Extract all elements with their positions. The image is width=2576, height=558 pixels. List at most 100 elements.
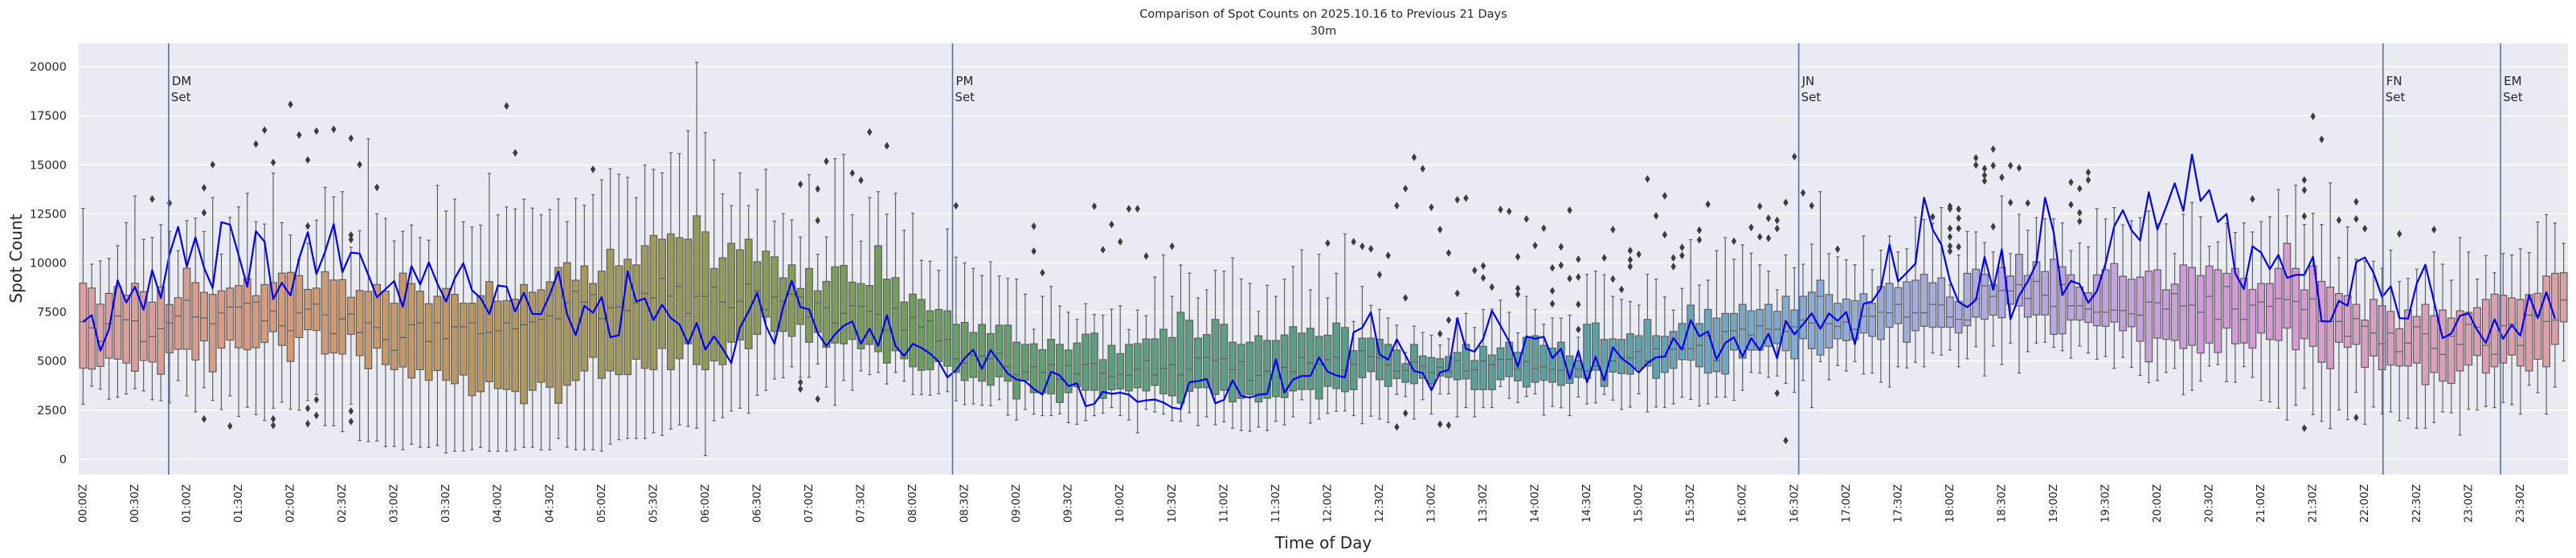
outlier-marker (1515, 253, 1521, 261)
box (1937, 206, 1946, 356)
box-iqr (1911, 279, 1920, 332)
outlier-marker (1454, 196, 1460, 204)
box-iqr (1185, 320, 1194, 392)
y-tick-label: 10000 (30, 258, 67, 271)
x-tick-label: 00:00Z (76, 484, 89, 523)
box (1384, 317, 1392, 423)
box-iqr (597, 271, 606, 379)
outlier-marker (2077, 185, 2083, 193)
box-iqr (2041, 271, 2050, 316)
outlier-marker (2362, 224, 2368, 233)
outlier-marker (1981, 165, 1988, 173)
outlier-marker (1947, 224, 1953, 233)
box (1185, 272, 1194, 413)
box-iqr (580, 265, 589, 372)
box (1202, 289, 1211, 417)
box (1082, 303, 1090, 422)
box (1462, 312, 1470, 409)
box-iqr (1340, 327, 1349, 393)
box (1548, 317, 1556, 407)
outlier-marker (1480, 262, 1486, 270)
box (139, 238, 148, 392)
outlier-marker (867, 128, 873, 136)
outlier-marker (2007, 198, 2014, 207)
x-tick-label: 12:00Z (1321, 484, 1334, 523)
box-iqr (2533, 292, 2542, 360)
outlier-marker (1394, 202, 1400, 210)
box-iqr (79, 283, 88, 369)
box-iqr (157, 286, 166, 375)
x-tick-label: 09:30Z (1062, 484, 1075, 523)
box (373, 213, 382, 442)
box (1756, 264, 1764, 374)
box (2439, 263, 2447, 413)
outlier-marker (1437, 420, 1443, 429)
box (269, 172, 277, 409)
box-iqr (546, 281, 554, 389)
box-iqr (1617, 339, 1626, 374)
box (1167, 295, 1176, 422)
x-tick-label: 08:30Z (959, 484, 971, 523)
box-iqr (2023, 275, 2032, 318)
box (1159, 254, 1167, 415)
x-tick-label: 15:00Z (1633, 484, 1646, 523)
outlier-marker (149, 195, 155, 203)
outlier-marker (1956, 205, 1961, 214)
box (1470, 327, 1479, 417)
outlier-marker (2025, 199, 2030, 207)
box (554, 198, 562, 439)
box (2447, 279, 2455, 413)
box-iqr (1496, 347, 1505, 381)
box (1911, 216, 1920, 363)
box-iqr (2292, 267, 2300, 351)
x-tick-label: 11:30Z (1270, 484, 1282, 523)
box-iqr (1090, 332, 1098, 391)
box (718, 193, 727, 418)
box-iqr (2283, 242, 2292, 329)
box-iqr (995, 324, 1004, 377)
event-label: JN (1801, 74, 1815, 88)
outlier-marker (1420, 165, 1425, 173)
box (1799, 263, 1807, 381)
box-iqr (1237, 344, 1245, 399)
box (1695, 284, 1703, 407)
box-iqr (762, 250, 771, 318)
outlier-marker (1947, 242, 1953, 250)
box (615, 173, 624, 441)
outlier-marker (1990, 145, 1996, 153)
box (771, 220, 779, 380)
box (2023, 230, 2032, 352)
box (2119, 224, 2127, 358)
x-tick-label: 03:30Z (440, 484, 452, 523)
outlier-marker (1792, 153, 1797, 161)
outlier-marker (1445, 421, 1452, 430)
outlier-marker (348, 417, 354, 426)
box-iqr (848, 281, 857, 340)
outlier-marker (1705, 200, 1711, 209)
outlier-marker (2301, 424, 2308, 433)
box (1773, 289, 1781, 377)
box-iqr (943, 310, 951, 367)
box (1220, 271, 1229, 423)
box-iqr (537, 289, 546, 383)
box (511, 208, 520, 451)
x-tick-label: 08:00Z (906, 484, 919, 523)
box-iqr (684, 238, 693, 344)
box (1349, 320, 1358, 417)
box-iqr (2386, 311, 2395, 366)
box-iqr (2300, 289, 2308, 340)
box-iqr (1151, 338, 1159, 386)
box-iqr (139, 291, 148, 361)
box (520, 198, 528, 448)
box (200, 230, 208, 389)
box-iqr (1263, 340, 1271, 399)
outlier-marker (1670, 254, 1676, 262)
y-axis-ticks: 0 2500 5000 7500 10000 12500 15000 17500 20000 (30, 61, 67, 466)
outlier-marker (1360, 242, 1365, 250)
x-tick-label: 05:00Z (595, 484, 608, 523)
box-iqr (1020, 344, 1029, 381)
box (2136, 217, 2145, 377)
box (2370, 260, 2378, 408)
outlier-marker (348, 407, 354, 415)
box (2412, 268, 2421, 429)
